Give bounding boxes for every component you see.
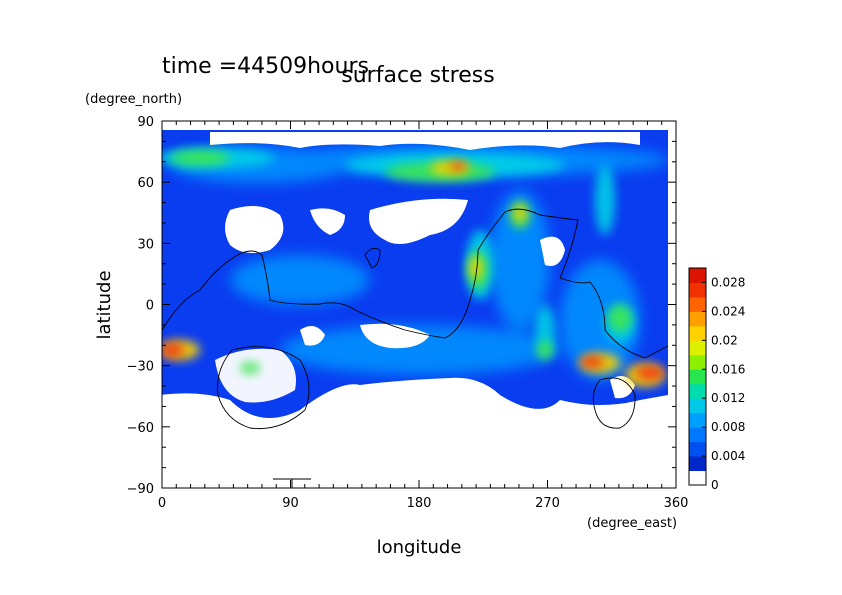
coastlines bbox=[161, 208, 669, 430]
y-tick-label: −30 bbox=[127, 360, 154, 375]
y-unit-label: (degree_north) bbox=[85, 92, 182, 107]
colorbar-segment bbox=[689, 268, 706, 283]
colorbar-tick-label: 0.02 bbox=[711, 333, 738, 347]
colorbar-segment bbox=[689, 296, 706, 312]
x-tick-label: 90 bbox=[282, 496, 299, 511]
heatmap-field bbox=[162, 130, 668, 442]
colorbar-segment bbox=[689, 456, 706, 472]
y-tick-label: −90 bbox=[127, 482, 154, 497]
colorbar-segment bbox=[689, 427, 706, 443]
y-tick-label: −60 bbox=[127, 421, 154, 436]
colorbar-segment bbox=[689, 369, 706, 385]
y-tick-label: 30 bbox=[137, 237, 154, 252]
colorbar-segment bbox=[689, 470, 706, 486]
colorbar-tick-label: 0 bbox=[711, 478, 719, 492]
x-tick-label: 180 bbox=[407, 496, 432, 511]
y-tick-label: 0 bbox=[146, 299, 154, 314]
x-axis-unit: (degree_east) bbox=[587, 516, 677, 531]
colorbar-segment bbox=[689, 282, 706, 298]
time-label: time =44509hours bbox=[162, 54, 369, 79]
y-axis: 90 60 30 0 −30 −60 −90 bbox=[127, 115, 676, 497]
colorbar-tick-label: 0.008 bbox=[711, 420, 745, 434]
colorbar-tick-label: 0.024 bbox=[711, 304, 745, 318]
colorbar-segment bbox=[689, 340, 706, 356]
colorbar-frame bbox=[688, 267, 707, 486]
x-tick-label: 360 bbox=[664, 496, 689, 511]
x-tick-label: 0 bbox=[158, 496, 166, 511]
colorbar-tick-label: 0.016 bbox=[711, 362, 745, 376]
y-tick-label: 90 bbox=[137, 115, 154, 130]
chart-title: surface stress bbox=[341, 63, 494, 88]
colorbar-segment bbox=[689, 311, 706, 327]
colorbar-segment bbox=[689, 398, 706, 414]
colorbar: 0 0.004 0.008 0.012 0.016 0.02 0.024 0.028 bbox=[688, 267, 745, 492]
x-axis-label: longitude bbox=[377, 537, 462, 558]
colorbar-tick-label: 0.012 bbox=[711, 391, 745, 405]
colorbar-segment bbox=[689, 354, 706, 370]
colorbar-segment bbox=[689, 325, 706, 341]
heatmap-low-regions bbox=[162, 132, 668, 442]
colorbar-segment bbox=[689, 441, 706, 457]
colorbar-segment bbox=[689, 383, 706, 399]
colorbar-segment bbox=[689, 412, 706, 428]
y-tick-label: 60 bbox=[137, 176, 154, 191]
scale-marker bbox=[273, 478, 311, 488]
x-axis: 0 90 180 270 360 bbox=[158, 121, 689, 511]
heatmap-red bbox=[162, 162, 664, 380]
colorbar-tick-label: 0.004 bbox=[711, 449, 745, 463]
x-tick-label: 270 bbox=[535, 496, 560, 511]
colorbar-tick-label: 0.028 bbox=[711, 275, 745, 289]
y-axis-label: latitude bbox=[94, 270, 115, 339]
